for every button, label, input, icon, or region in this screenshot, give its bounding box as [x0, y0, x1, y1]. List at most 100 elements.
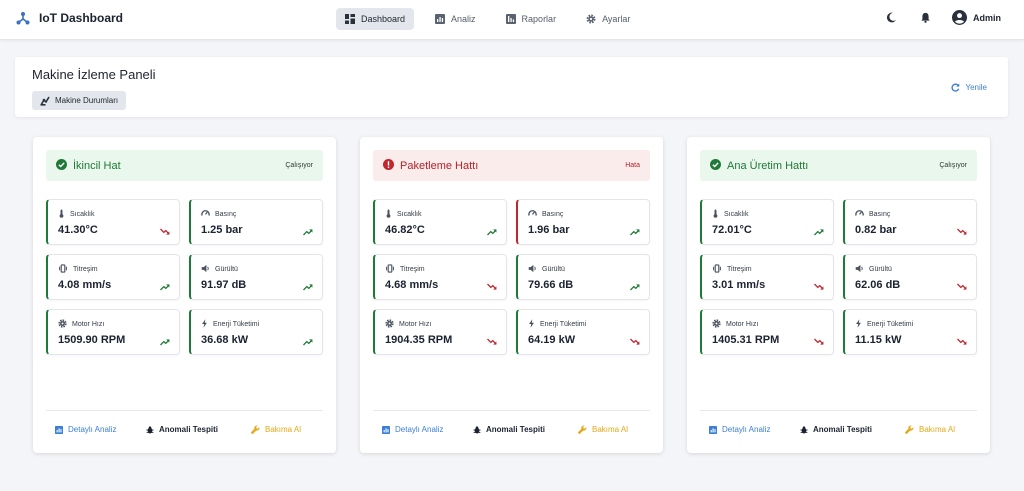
metric-label: Titreşim [58, 264, 98, 275]
thermometer-icon [712, 209, 719, 220]
machine-header: Paketleme Hattı Hata [373, 150, 650, 181]
trending-down-icon [957, 224, 967, 235]
metric-value: 11.15 kW [855, 334, 902, 346]
header-actions: Admin [864, 10, 1001, 25]
metric-noise[interactable]: Gürültü 79.66 dB [516, 254, 650, 300]
metric-label: Motor Hızı [712, 319, 758, 330]
metric-label-text: Sıcaklık [70, 211, 95, 218]
status-badge: Hata [625, 162, 640, 169]
metric-temp[interactable]: Sıcaklık 41.30°C [46, 199, 180, 245]
vibration-icon [385, 264, 395, 275]
status-badge: Çalışıyor [939, 162, 967, 169]
metric-motor[interactable]: Motor Hızı 1904.35 RPM [373, 309, 507, 355]
card-actions: Detaylı Analiz Anomali Tespiti Bakıma Al [700, 410, 977, 434]
dark-mode-toggle[interactable] [884, 11, 898, 25]
nav-dashboard[interactable]: Dashboard [336, 8, 415, 30]
trending-up-icon [487, 224, 497, 236]
machine-card: Paketleme Hattı Hata Sıcaklık 46.82°C Basınç… [360, 137, 663, 453]
wrench-icon [251, 425, 260, 434]
metric-label: Titreşim [712, 264, 752, 275]
metric-pressure[interactable]: Basınç 0.82 bar [843, 199, 977, 245]
app-title: IoT Dashboard [39, 11, 124, 25]
nav-analiz[interactable]: Analiz [426, 8, 485, 30]
detail-analysis-button[interactable]: Detaylı Analiz [709, 425, 770, 434]
trending-down-icon [957, 334, 967, 345]
metric-pressure[interactable]: Basınç 1.25 bar [189, 199, 323, 245]
metric-label-text: Basınç [542, 211, 564, 218]
metric-vibration[interactable]: Titreşim 4.08 mm/s [46, 254, 180, 300]
nav-raporlar[interactable]: Raporlar [497, 8, 566, 30]
button-label: Bakıma Al [592, 425, 629, 434]
bolt-icon [528, 319, 535, 330]
moon-icon [886, 12, 896, 23]
metric-motor[interactable]: Motor Hızı 1405.31 RPM [700, 309, 834, 355]
metric-label: Sıcaklık [58, 209, 95, 220]
metric-temp[interactable]: Sıcaklık 72.01°C [700, 199, 834, 245]
trending-down-icon [160, 224, 170, 235]
metric-vibration[interactable]: Titreşim 4.68 mm/s [373, 254, 507, 300]
metric-label: Sıcaklık [712, 209, 749, 220]
metric-label-text: Basınç [215, 211, 237, 218]
gauge-icon [855, 209, 864, 220]
anomaly-detection-button[interactable]: Anomali Tespiti [473, 425, 545, 434]
metric-noise[interactable]: Gürültü 62.06 dB [843, 254, 977, 300]
metric-energy[interactable]: Enerji Tüketimi 11.15 kW [843, 309, 977, 355]
detail-analysis-button[interactable]: Detaylı Analiz [382, 425, 443, 434]
nav-ayarlar[interactable]: Ayarlar [577, 8, 639, 30]
vibration-icon [712, 264, 722, 275]
metric-pressure[interactable]: Basınç 1.96 bar [516, 199, 650, 245]
machine-name: Paketleme Hattı [400, 159, 479, 172]
metric-label: Motor Hızı [385, 319, 431, 330]
maintenance-button[interactable]: Bakıma Al [578, 425, 628, 434]
detail-analysis-button[interactable]: Detaylı Analiz [55, 425, 116, 434]
button-label: Detaylı Analiz [722, 425, 771, 434]
metric-label-text: Gürültü [215, 266, 238, 273]
wrench-icon [905, 425, 914, 434]
metric-label-text: Basınç [869, 211, 891, 218]
bell-icon [920, 12, 930, 23]
metric-label: Titreşim [385, 264, 425, 275]
metric-temp[interactable]: Sıcaklık 46.82°C [373, 199, 507, 245]
metric-noise[interactable]: Gürültü 91.97 dB [189, 254, 323, 300]
metric-label: Basınç [528, 209, 563, 220]
trending-down-icon [814, 279, 824, 290]
metric-motor[interactable]: Motor Hızı 1509.90 RPM [46, 309, 180, 355]
chart-icon [55, 425, 63, 434]
metric-label-text: Motor Hızı [726, 321, 759, 328]
metric-value: 4.08 mm/s [58, 279, 112, 291]
panel-header: Makine İzleme Paneli Makine Durumları Ye… [15, 57, 1008, 117]
metric-label-text: Enerji Tüketimi [213, 321, 260, 328]
metric-label-text: Gürültü [542, 266, 565, 273]
metric-value: 62.06 dB [855, 279, 901, 291]
main-nav: Dashboard Analiz Raporlar Ayarlar [336, 8, 651, 30]
user-menu[interactable]: Admin [952, 10, 1001, 25]
metric-value: 4.68 mm/s [385, 279, 439, 291]
metric-label-text: Enerji Tüketimi [867, 321, 914, 328]
maintenance-button[interactable]: Bakıma Al [251, 425, 301, 434]
metric-vibration[interactable]: Titreşim 3.01 mm/s [700, 254, 834, 300]
metric-energy[interactable]: Enerji Tüketimi 64.19 kW [516, 309, 650, 355]
anomaly-detection-button[interactable]: Anomali Tespiti [800, 425, 872, 434]
metric-label-text: Sıcaklık [724, 211, 749, 218]
maintenance-button[interactable]: Bakıma Al [905, 425, 955, 434]
machine-status-button[interactable]: Makine Durumları [32, 91, 127, 110]
brand[interactable]: IoT Dashboard [16, 11, 123, 25]
metric-label-text: Motor Hızı [72, 321, 105, 328]
bug-icon [800, 425, 808, 434]
metric-label: Enerji Tüketimi [528, 319, 586, 330]
metric-value: 3.01 mm/s [712, 279, 766, 291]
page-title: Makine İzleme Paneli [32, 67, 156, 82]
metric-value: 1405.31 RPM [712, 334, 780, 346]
metric-value: 72.01°C [712, 224, 752, 236]
button-label: Anomali Tespiti [486, 425, 545, 434]
trending-down-icon [957, 279, 967, 290]
refresh-button[interactable]: Yenile [951, 83, 987, 92]
trending-up-icon [630, 224, 640, 236]
bug-icon [146, 425, 154, 434]
anomaly-detection-button[interactable]: Anomali Tespiti [146, 425, 218, 434]
speaker-icon [201, 264, 210, 275]
notifications-button[interactable] [918, 11, 932, 25]
metric-energy[interactable]: Enerji Tüketimi 36.68 kW [189, 309, 323, 355]
nav-label: Dashboard [361, 14, 406, 24]
metric-label-text: Motor Hızı [399, 321, 432, 328]
